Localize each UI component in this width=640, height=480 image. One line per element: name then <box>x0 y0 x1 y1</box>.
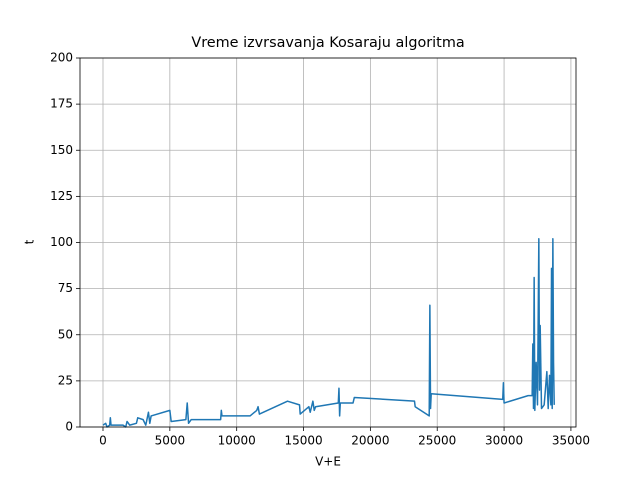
y-tick-label: 150 <box>50 143 73 157</box>
y-axis-label: t <box>23 239 37 244</box>
plot-frame <box>79 57 577 428</box>
y-tick-label: 125 <box>50 189 73 203</box>
x-tick-label: 30000 <box>485 434 523 448</box>
x-tick-label: 5000 <box>155 434 186 448</box>
y-tick-label: 100 <box>50 235 73 249</box>
x-axis-label: V+E <box>315 455 341 469</box>
x-tick-label: 15000 <box>284 434 322 448</box>
chart-title: Vreme izvrsavanja Kosaraju algoritma <box>191 35 464 51</box>
x-tick-label: 0 <box>99 434 107 448</box>
x-tick-label: 10000 <box>218 434 256 448</box>
data-line <box>102 238 555 428</box>
y-tick-label: 50 <box>58 327 73 341</box>
y-tick-label: 175 <box>50 97 73 111</box>
y-tick-label: 200 <box>50 51 73 65</box>
x-tick-label: 20000 <box>351 434 389 448</box>
y-tick-label: 25 <box>58 373 73 387</box>
x-tick-label: 25000 <box>418 434 456 448</box>
y-tick-label: 75 <box>58 281 73 295</box>
x-tick-label: 35000 <box>552 434 590 448</box>
y-tick-label: 0 <box>65 420 73 434</box>
